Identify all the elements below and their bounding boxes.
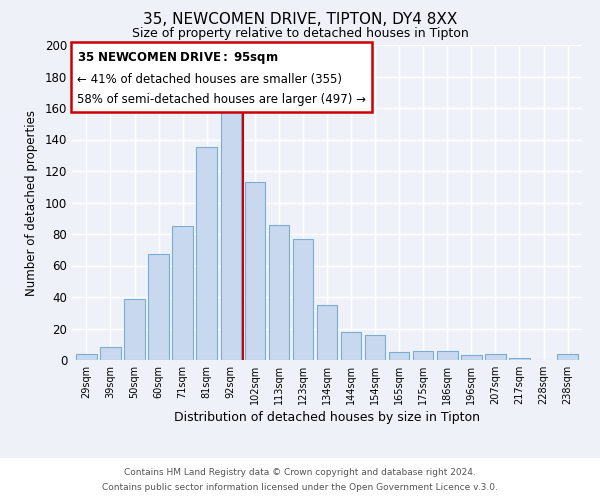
Bar <box>221 108 241 360</box>
Bar <box>485 354 506 360</box>
X-axis label: Distribution of detached houses by size in Tipton: Distribution of detached houses by size … <box>174 411 480 424</box>
Bar <box>341 332 361 360</box>
Bar <box>148 254 169 360</box>
Bar <box>461 356 482 360</box>
Text: Size of property relative to detached houses in Tipton: Size of property relative to detached ho… <box>131 28 469 40</box>
Y-axis label: Number of detached properties: Number of detached properties <box>25 110 38 296</box>
Bar <box>76 354 97 360</box>
Bar <box>196 148 217 360</box>
Bar <box>293 238 313 360</box>
Bar <box>124 298 145 360</box>
Bar <box>509 358 530 360</box>
Bar <box>172 226 193 360</box>
Bar <box>245 182 265 360</box>
Text: $\bf{35\ NEWCOMEN\ DRIVE:\ 95sqm}$
← 41% of detached houses are smaller (355)
58: $\bf{35\ NEWCOMEN\ DRIVE:\ 95sqm}$ ← 41%… <box>77 50 366 106</box>
Bar <box>100 348 121 360</box>
Bar <box>389 352 409 360</box>
Bar <box>437 350 458 360</box>
Bar <box>557 354 578 360</box>
Text: 35, NEWCOMEN DRIVE, TIPTON, DY4 8XX: 35, NEWCOMEN DRIVE, TIPTON, DY4 8XX <box>143 12 457 28</box>
Bar <box>317 305 337 360</box>
Text: Contains public sector information licensed under the Open Government Licence v.: Contains public sector information licen… <box>102 483 498 492</box>
Text: Contains HM Land Registry data © Crown copyright and database right 2024.: Contains HM Land Registry data © Crown c… <box>124 468 476 477</box>
Bar <box>413 350 433 360</box>
Bar <box>269 224 289 360</box>
Bar <box>365 335 385 360</box>
